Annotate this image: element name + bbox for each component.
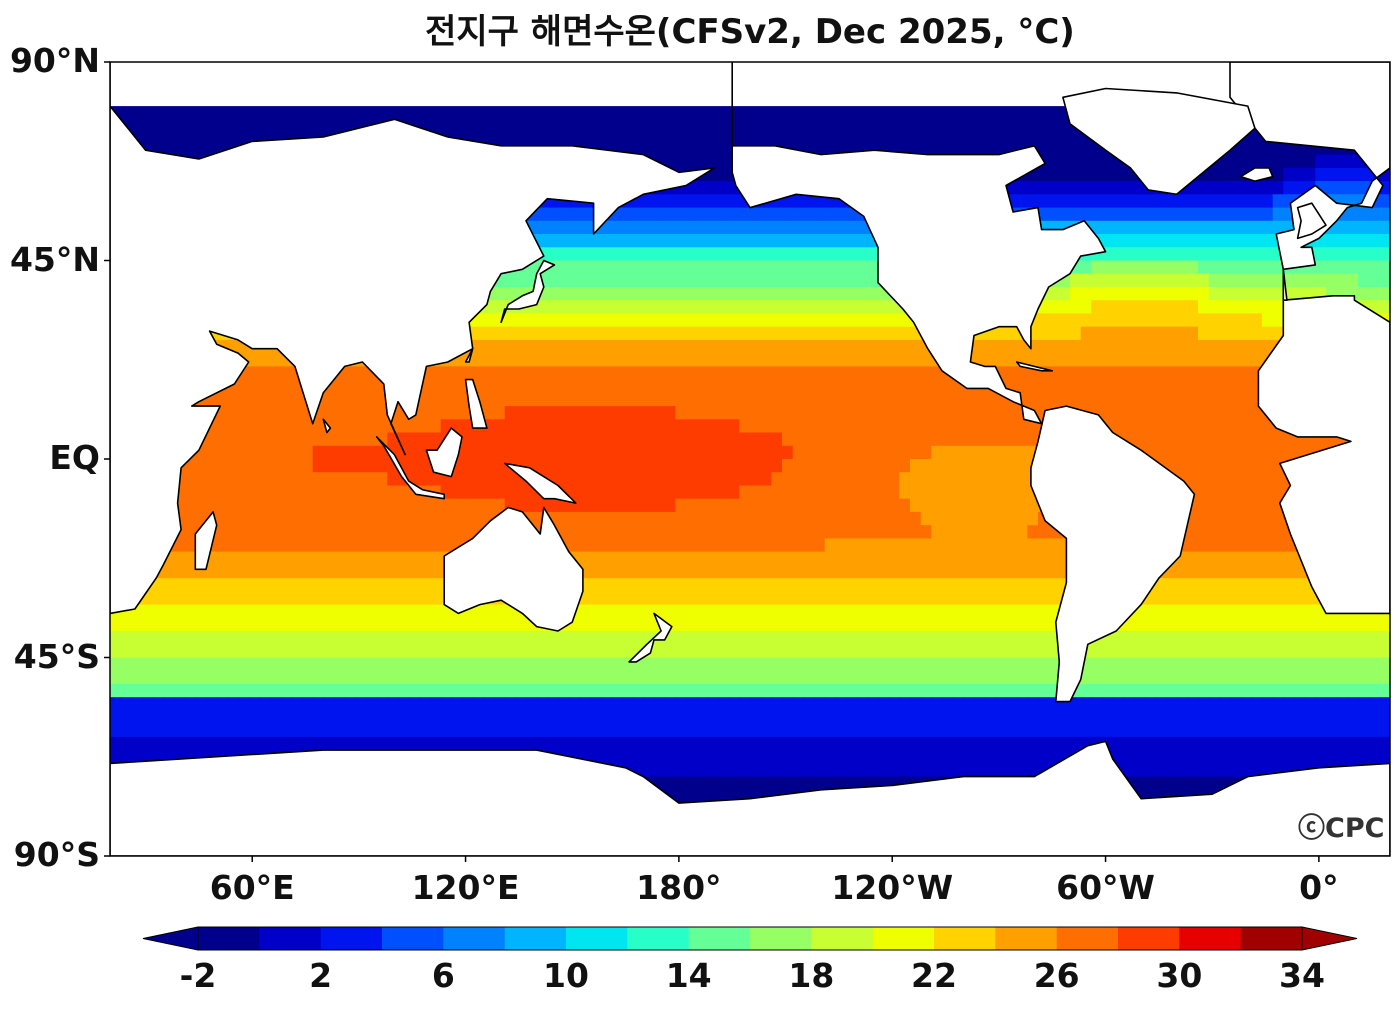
lon-tick-label: 120°E [411,868,520,907]
colorbar-segment [750,927,812,950]
south-america-land [1030,405,1196,703]
sri-lanka-land [322,418,332,434]
colorbar-segment [198,927,260,950]
colorbar-segment [627,927,690,950]
colorbar-segment [566,927,628,950]
new-zealand-land [628,612,673,663]
colorbar-tick-label: -2 [179,956,217,995]
colorbar-tick-label: 6 [431,956,455,995]
colorbar [142,926,1358,951]
colorbar-tick-label: 34 [1279,956,1325,995]
colorbar-segment [995,927,1058,950]
colorbar-tick-label: 18 [788,956,835,995]
greenland-land [1062,87,1256,196]
map-title: 전지구 해면수온(CFSv2, Dec 2025, °C) [425,12,1075,52]
colorbar-segment [1240,927,1303,950]
europe-land [1229,62,1390,302]
colorbar-under-arrow [142,926,199,951]
colorbar-segment [1118,927,1180,950]
continents [110,62,1390,856]
lat-tick-label: 45°N [9,239,100,279]
uk-land [1296,202,1327,240]
colorbar-tick-label: 14 [665,956,712,995]
lat-tick-label: 45°S [13,636,100,676]
japan-land [500,259,556,324]
lon-tick-label: 180° [636,868,722,907]
eurasia-africa-land [110,62,716,615]
colorbar-tick-label: 30 [1156,956,1203,995]
borneo-land [425,427,463,478]
colorbar-tick-label: 2 [309,956,333,995]
madagascar-land [194,511,218,571]
iceland-land [1239,167,1274,182]
colorbar-segment [504,927,567,950]
australia-land [443,506,584,632]
colorbar-segment [872,927,935,950]
lat-tick-label: 90°N [9,41,100,80]
colorbar-tick-label: 22 [911,956,957,995]
africa-west-land [1257,294,1390,615]
colorbar-segment [382,927,444,950]
new-guinea-land [503,462,577,504]
sumatra-java-land [375,436,446,500]
lat-tick-label: EQ [49,438,100,477]
colorbar-segment [1056,927,1119,950]
colorbar-over-arrow [1301,926,1358,951]
cpc-logo: ⓒCPC [1298,813,1385,844]
colorbar-segment [1179,927,1242,950]
colorbar-tick-label: 26 [1033,956,1080,995]
cuba-land [1015,361,1053,372]
lat-tick-label: 90°S [13,835,100,874]
colorbar-tick-label: 10 [543,956,589,995]
philippines-land [464,378,488,429]
colorbar-segment [259,927,322,950]
colorbar-segment [443,927,506,950]
lon-tick-label: 0° [1299,868,1339,907]
lon-tick-label: 120°W [831,868,954,907]
colorbar-segment [811,927,874,950]
lon-tick-label: 60°W [1056,868,1155,907]
taiwan-land [464,347,474,363]
north-america-land [731,62,1107,425]
colorbar-segment [688,927,751,950]
antarctica-land [110,740,1390,856]
colorbar-segment [934,927,996,950]
lon-tick-label: 60°E [209,868,295,907]
colorbar-segment [320,927,383,950]
